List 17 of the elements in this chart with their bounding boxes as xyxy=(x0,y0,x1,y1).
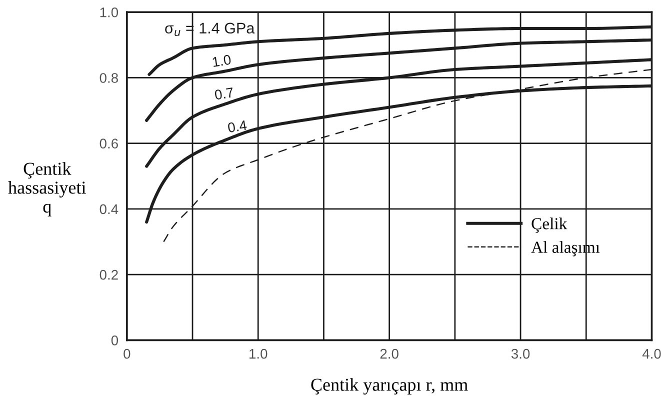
x-axis-title: Çentik yarıçapı r, mm xyxy=(311,378,468,395)
y-tick-label: 0 xyxy=(111,336,118,346)
annotation: 0.4 xyxy=(227,120,248,133)
x-tick-label: 2.0 xyxy=(380,348,398,359)
y-axis-title: Çentik hassasiyeti q xyxy=(8,162,86,216)
y-tick-label: 0.6 xyxy=(100,138,118,149)
x-tick-label: 1.0 xyxy=(250,348,268,359)
annotation: 0.7 xyxy=(214,87,234,100)
legend-label: Çelik xyxy=(532,218,568,233)
y-tick-label: 0.4 xyxy=(100,204,118,214)
x-tick-label: 3.0 xyxy=(511,348,530,359)
y-tick-label: 0.8 xyxy=(100,73,118,83)
y-tick-label: 1.0 xyxy=(100,7,118,18)
x-tick-label: 4.0 xyxy=(642,348,661,359)
y-tick-label: 0.2 xyxy=(100,270,118,280)
x-tick-label: 0 xyxy=(124,348,130,359)
annotation: 1.0 xyxy=(212,54,232,68)
